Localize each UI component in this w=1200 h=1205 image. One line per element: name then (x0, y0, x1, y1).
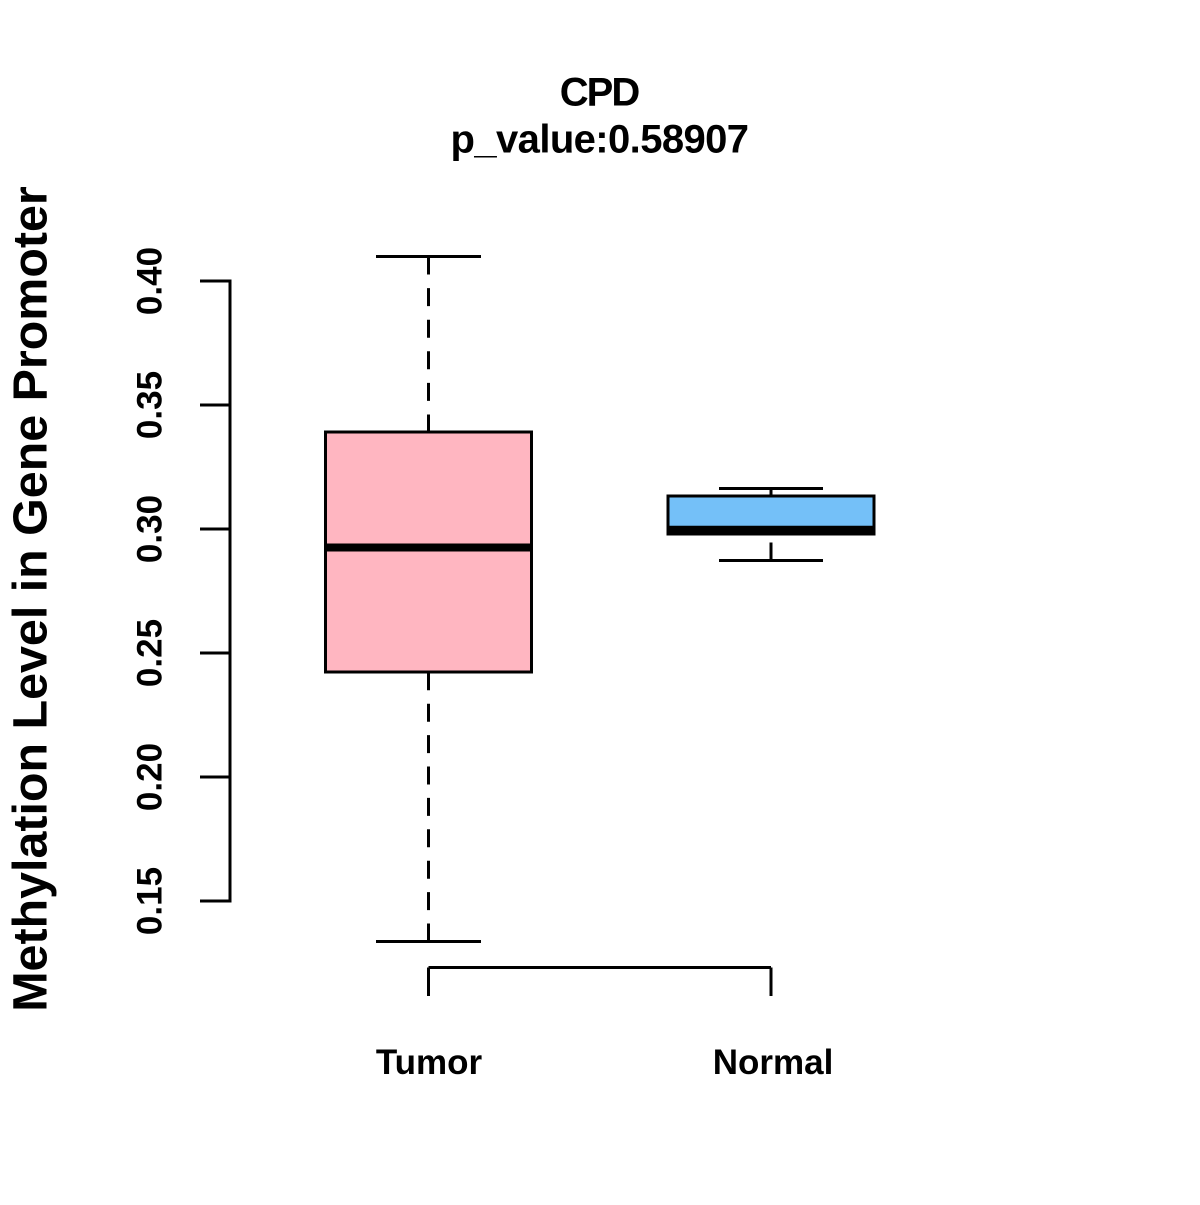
svg-text:Methylation Level in Gene Prom: Methylation Level in Gene Promoter (4, 186, 58, 1012)
svg-text:0.30: 0.30 (131, 495, 170, 563)
svg-text:Normal: Normal (713, 1043, 834, 1082)
svg-text:CPD: CPD (560, 71, 640, 115)
svg-text:Tumor: Tumor (376, 1043, 483, 1082)
svg-text:0.20: 0.20 (131, 743, 170, 811)
svg-text:0.25: 0.25 (131, 619, 170, 687)
svg-text:p_value:0.58907: p_value:0.58907 (451, 118, 749, 162)
svg-text:0.35: 0.35 (131, 371, 170, 439)
svg-text:0.40: 0.40 (131, 247, 170, 315)
svg-text:0.15: 0.15 (131, 867, 170, 935)
